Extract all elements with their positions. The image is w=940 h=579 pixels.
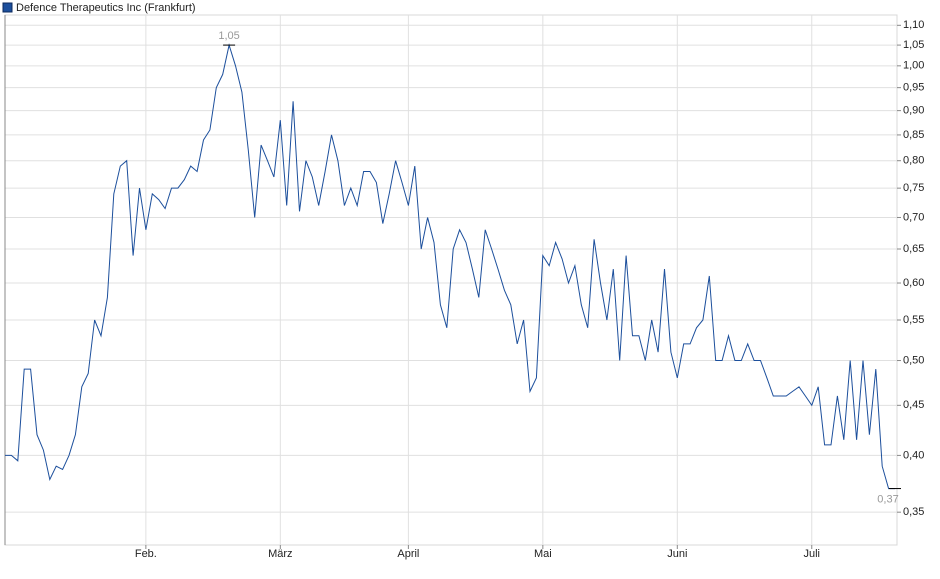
x-tick-label: Mai (534, 548, 552, 560)
legend-label: Defence Therapeutics Inc (Frankfurt) (16, 2, 196, 14)
y-tick-label: 1,10 (903, 19, 924, 31)
y-tick-label: 0,95 (903, 82, 924, 94)
y-tick-label: 0,35 (903, 506, 924, 518)
x-tick-label: Feb. (135, 548, 157, 560)
y-tick-label: 0,55 (903, 314, 924, 326)
y-tick-label: 0,45 (903, 399, 924, 411)
price-line (5, 43, 895, 490)
y-tick-label: 0,70 (903, 211, 924, 223)
x-tick-label: Juli (804, 548, 821, 560)
y-tick-label: 0,75 (903, 182, 924, 194)
y-tick-label: 0,80 (903, 155, 924, 167)
value-label: 1,05 (218, 30, 239, 42)
y-tick-label: 0,65 (903, 243, 924, 255)
x-tick-label: Juni (667, 548, 687, 560)
x-tick-label: März (268, 548, 292, 560)
x-tick-label: April (397, 548, 419, 560)
y-tick-label: 1,05 (903, 39, 924, 51)
y-tick-label: 0,50 (903, 354, 924, 366)
value-label: 0,37 (877, 493, 898, 505)
y-tick-label: 1,00 (903, 60, 924, 72)
legend-swatch (2, 2, 13, 13)
y-tick-label: 0,40 (903, 449, 924, 461)
y-tick-label: 0,60 (903, 277, 924, 289)
y-tick-label: 0,90 (903, 105, 924, 117)
y-tick-label: 0,85 (903, 129, 924, 141)
